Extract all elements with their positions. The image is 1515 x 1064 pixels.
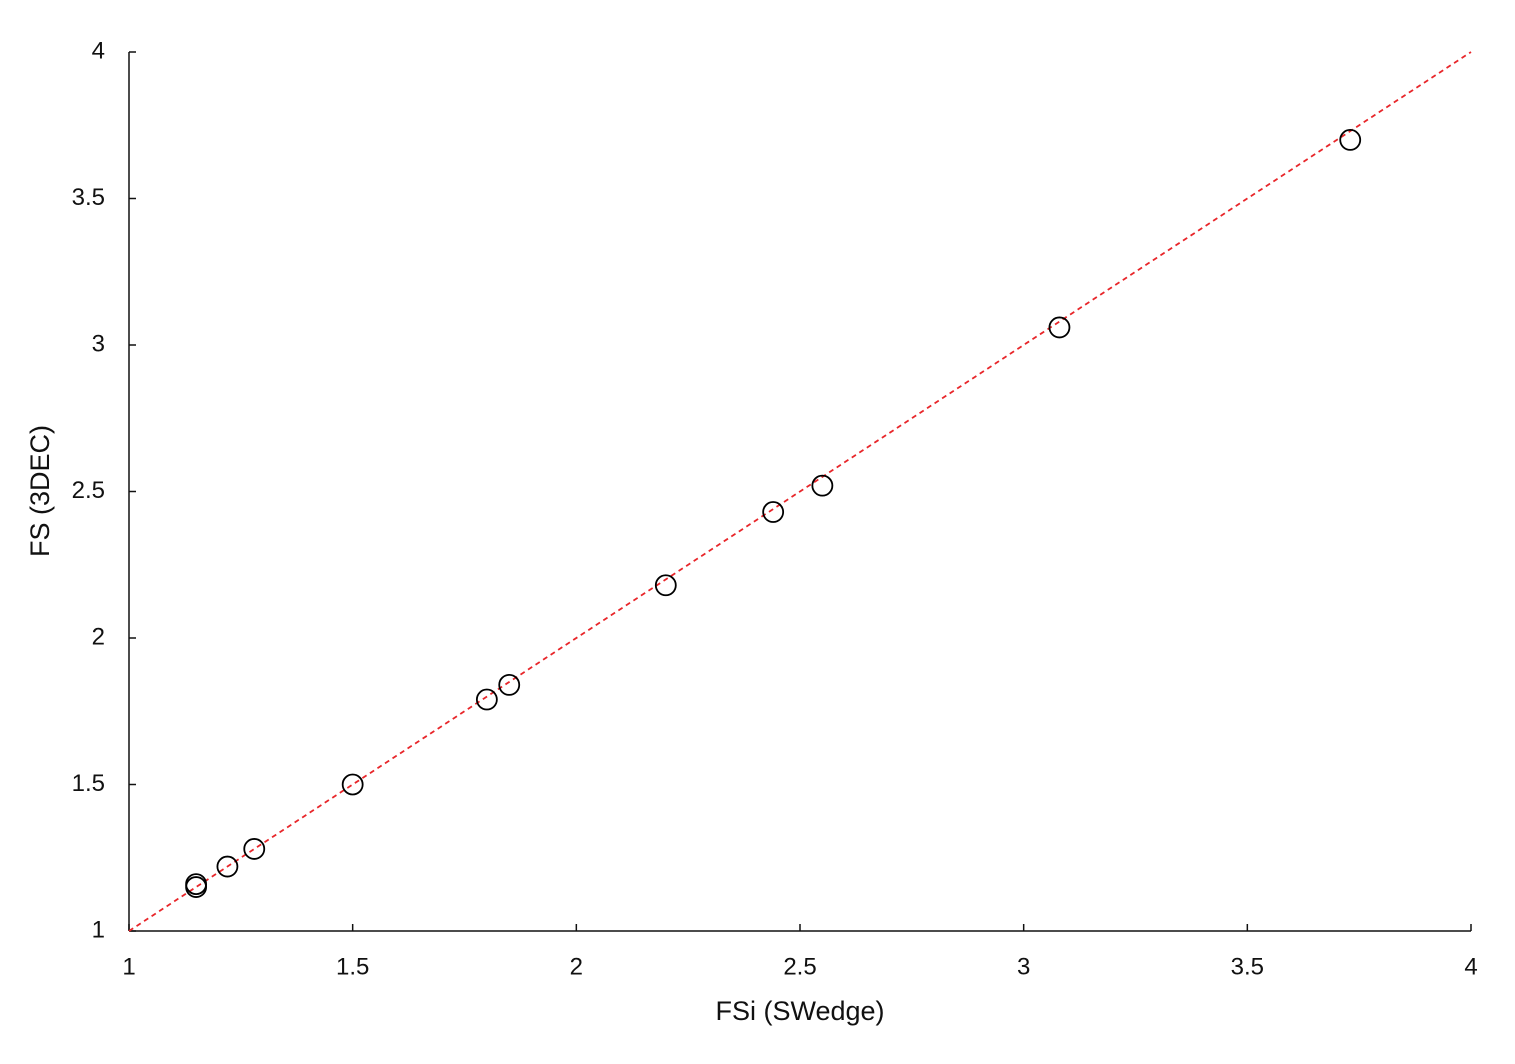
x-tick-label: 3	[1017, 953, 1030, 980]
y-tick-label: 2	[92, 623, 105, 650]
scatter-point	[341, 773, 364, 796]
reference-line	[128, 51, 1472, 932]
y-tick-label: 1	[92, 916, 105, 943]
scatter-point	[762, 501, 785, 523]
scatter-point	[185, 873, 208, 896]
scatter-point	[1048, 316, 1071, 339]
y-tick-label: 1.5	[72, 770, 105, 797]
y-axis-label: FS (3DEC)	[25, 425, 55, 557]
x-tick-label: 3.5	[1231, 953, 1264, 980]
x-axis-label: FSi (SWedge)	[715, 996, 884, 1026]
y-tick-label: 3	[92, 330, 105, 357]
y-tick-label: 2.5	[72, 477, 105, 504]
scatter-point	[498, 673, 521, 696]
scatter-point	[1339, 128, 1362, 151]
scatter-point	[475, 688, 498, 711]
x-tick-label: 2	[570, 953, 583, 980]
x-tick-label: 4	[1464, 953, 1477, 980]
scatter-point	[654, 574, 677, 597]
scatter-point	[216, 855, 239, 878]
y-tick-label: 4	[92, 37, 105, 64]
x-tick-label: 2.5	[783, 953, 816, 980]
scatter-point	[243, 838, 266, 860]
x-tick-label: 1.5	[336, 953, 369, 980]
x-tick-label: 1	[122, 953, 135, 980]
y-tick-label: 3.5	[72, 184, 105, 211]
scatter-point	[811, 474, 834, 497]
